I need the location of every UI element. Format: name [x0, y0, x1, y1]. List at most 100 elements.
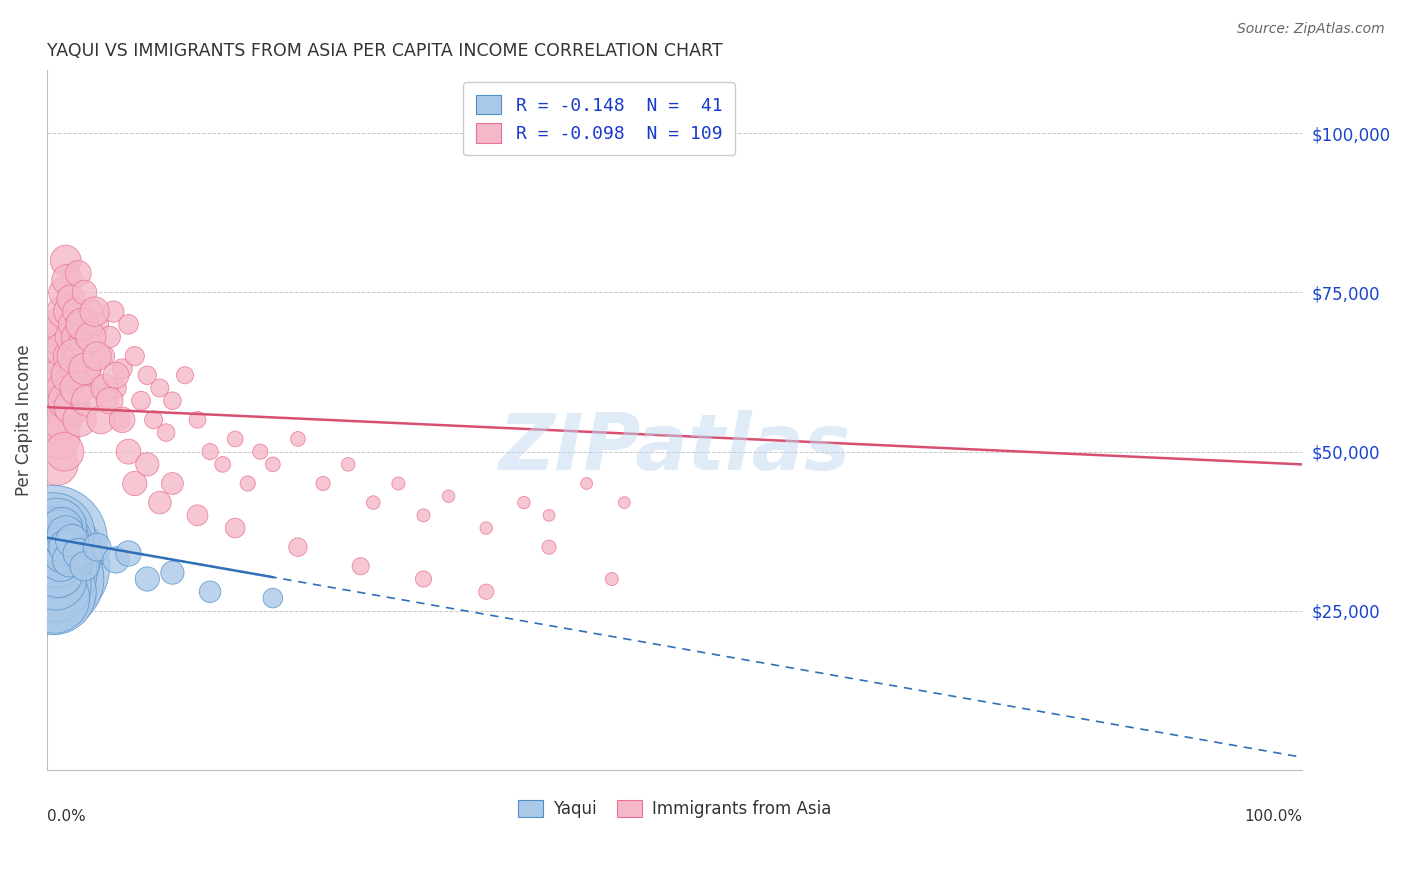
Point	[51, 521, 73, 535]
Point	[41, 572, 63, 586]
Point	[79, 362, 101, 376]
Point	[49, 533, 72, 548]
Point	[49, 553, 72, 567]
Point	[49, 368, 72, 383]
Point	[287, 432, 309, 446]
Point	[60, 400, 83, 414]
Point	[45, 572, 67, 586]
Point	[69, 318, 91, 332]
Point	[44, 553, 66, 567]
Point	[224, 521, 246, 535]
Point	[58, 381, 80, 395]
Point	[58, 330, 80, 344]
Text: 0.0%: 0.0%	[46, 808, 86, 823]
Point	[89, 381, 111, 395]
Point	[63, 330, 86, 344]
Point	[129, 393, 152, 408]
Point	[537, 508, 560, 523]
Point	[55, 253, 77, 268]
Point	[44, 540, 66, 554]
Point	[513, 495, 536, 509]
Point	[49, 318, 72, 332]
Point	[48, 540, 70, 554]
Point	[162, 566, 184, 580]
Point	[600, 572, 623, 586]
Point	[67, 266, 90, 280]
Point	[42, 584, 65, 599]
Point	[174, 368, 197, 383]
Point	[236, 476, 259, 491]
Point	[103, 304, 125, 318]
Point	[45, 362, 67, 376]
Point	[186, 413, 208, 427]
Point	[67, 547, 90, 561]
Point	[249, 444, 271, 458]
Point	[48, 330, 70, 344]
Legend: Yaqui, Immigrants from Asia: Yaqui, Immigrants from Asia	[512, 793, 838, 825]
Point	[412, 572, 434, 586]
Point	[262, 458, 284, 472]
Point	[45, 553, 67, 567]
Point	[45, 393, 67, 408]
Point	[83, 304, 105, 318]
Point	[86, 540, 108, 554]
Point	[58, 368, 80, 383]
Point	[90, 413, 112, 427]
Point	[149, 381, 172, 395]
Point	[39, 559, 62, 574]
Point	[437, 489, 460, 503]
Point	[98, 393, 121, 408]
Point	[56, 393, 79, 408]
Text: Source: ZipAtlas.com: Source: ZipAtlas.com	[1237, 22, 1385, 37]
Y-axis label: Per Capita Income: Per Capita Income	[15, 344, 32, 496]
Point	[198, 584, 221, 599]
Point	[45, 458, 67, 472]
Point	[117, 318, 139, 332]
Point	[45, 521, 67, 535]
Point	[52, 547, 75, 561]
Point	[52, 304, 75, 318]
Point	[56, 273, 79, 287]
Point	[44, 591, 66, 606]
Point	[136, 572, 159, 586]
Point	[83, 349, 105, 363]
Point	[475, 584, 498, 599]
Text: ZIPatlas: ZIPatlas	[498, 409, 851, 486]
Point	[475, 521, 498, 535]
Point	[124, 476, 146, 491]
Point	[46, 566, 69, 580]
Point	[42, 527, 65, 541]
Point	[60, 318, 83, 332]
Point	[65, 304, 87, 318]
Point	[537, 540, 560, 554]
Point	[186, 508, 208, 523]
Point	[58, 349, 80, 363]
Point	[44, 381, 66, 395]
Point	[42, 413, 65, 427]
Point	[124, 349, 146, 363]
Point	[46, 533, 69, 548]
Point	[58, 304, 80, 318]
Point	[48, 432, 70, 446]
Point	[51, 393, 73, 408]
Point	[76, 330, 98, 344]
Point	[73, 559, 96, 574]
Point	[98, 330, 121, 344]
Point	[63, 349, 86, 363]
Point	[51, 540, 73, 554]
Point	[80, 304, 103, 318]
Point	[412, 508, 434, 523]
Point	[46, 400, 69, 414]
Point	[108, 413, 131, 427]
Point	[117, 444, 139, 458]
Point	[387, 476, 409, 491]
Point	[337, 458, 360, 472]
Point	[45, 540, 67, 554]
Point	[96, 393, 118, 408]
Point	[149, 495, 172, 509]
Point	[111, 362, 134, 376]
Point	[104, 553, 127, 567]
Point	[42, 547, 65, 561]
Point	[70, 318, 93, 332]
Point	[51, 343, 73, 357]
